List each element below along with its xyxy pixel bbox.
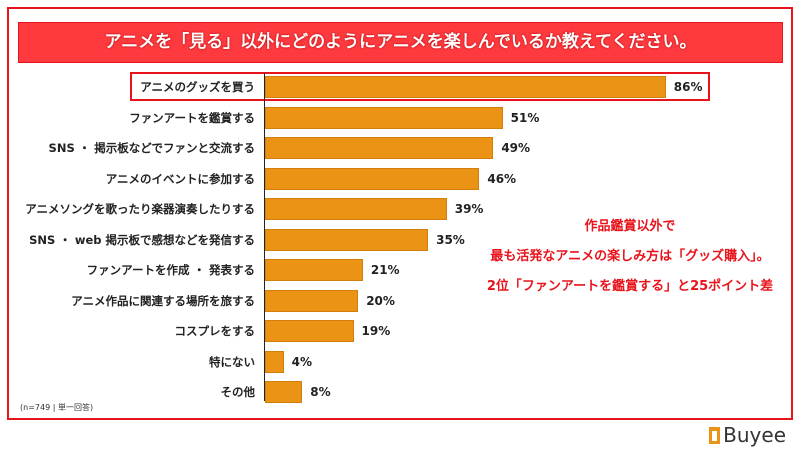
category-label: アニメソングを歌ったり楽器演奏したりする (25, 202, 255, 216)
bar (265, 76, 666, 98)
bar (265, 259, 363, 281)
annotation-line: 作品鑑賞以外で (584, 219, 676, 234)
bar (265, 198, 447, 220)
category-label: その他 (220, 385, 256, 399)
category-label: コスプレをする (174, 324, 256, 338)
chart-frame (7, 7, 793, 420)
logo-icon (709, 426, 721, 444)
category-label: SNS ・ web 掲示板で感想などを発信する (29, 232, 255, 247)
value-label: 8% (310, 385, 331, 399)
value-label: 46% (487, 171, 517, 186)
value-label: 19% (361, 324, 391, 338)
annotation-line: 2位「ファンアートを鑑賞する」と25ポイント差 (486, 279, 774, 294)
brand-name: Buyee (723, 423, 786, 447)
bar (265, 167, 480, 190)
value-label: 20% (366, 293, 395, 308)
value-label: 4% (291, 354, 312, 369)
bar (265, 228, 429, 251)
value-label: 21% (370, 263, 400, 277)
sample-note: (n=749 | 単一回答) (20, 403, 94, 412)
category-label: アニメ作品に関連する場所を旅する (71, 293, 255, 308)
annotation-line: 最も活発なアニメの楽しみ方は「グッズ購入」。 (490, 249, 770, 264)
buyee-logo: Buyee (709, 423, 786, 447)
category-label: SNS ・ 掲示板などでファンと交流する (48, 141, 255, 155)
category-label: ファンアートを作成 ・ 発表する (86, 263, 255, 277)
value-label: 86% (673, 80, 703, 94)
category-label: ファンアートを鑑賞する (129, 110, 255, 125)
bar (265, 106, 503, 129)
y-axis-line (264, 73, 265, 401)
bar (265, 320, 354, 342)
category-label: アニメのイベントに参加する (105, 171, 255, 186)
bar (265, 289, 359, 312)
value-label: 51% (510, 110, 540, 125)
category-label: アニメのグッズを買う (140, 80, 255, 94)
bar (265, 381, 303, 403)
value-label: 39% (454, 202, 484, 216)
bar (265, 137, 494, 159)
chart-title: アニメを「見る」以外にどのようにアニメを楽しんでいるか教えてください。 (18, 22, 783, 63)
highlight-box (130, 72, 710, 101)
bar (265, 350, 284, 373)
category-label: 特にない (209, 354, 255, 369)
value-label: 49% (501, 141, 531, 155)
annotation: 作品鑑賞以外で 最も活発なアニメの楽しみ方は「グッズ購入」。 2位「ファンアート… (470, 212, 790, 302)
value-label: 35% (436, 232, 465, 247)
